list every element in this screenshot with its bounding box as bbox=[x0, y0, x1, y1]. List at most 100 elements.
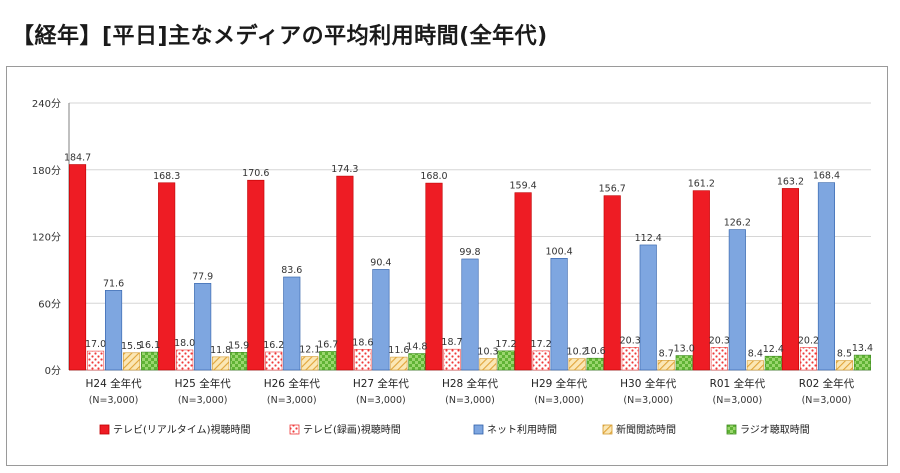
data-label: 11.6 bbox=[388, 345, 409, 356]
bar bbox=[212, 356, 230, 371]
legend: テレビ(リアルタイム)視聴時間 テレビ(録画)視聴時間 ネット利用時間 新聞閲読時間 ラ… bbox=[99, 423, 810, 436]
data-label: 170.6 bbox=[242, 168, 269, 179]
data-label: 112.4 bbox=[635, 233, 662, 244]
data-label: 13.0 bbox=[674, 344, 695, 355]
bar bbox=[728, 229, 746, 371]
data-label: 20.3 bbox=[620, 335, 641, 346]
data-label: 10.6 bbox=[585, 346, 606, 357]
bar bbox=[639, 244, 657, 371]
data-label: 168.3 bbox=[153, 171, 180, 182]
x-tick-label: H26 全年代 bbox=[264, 377, 321, 390]
data-label: 18.7 bbox=[441, 337, 462, 348]
bar bbox=[621, 347, 639, 371]
bar bbox=[265, 351, 283, 371]
legend-label: 新聞閲読時間 bbox=[616, 423, 676, 436]
data-label: 8.4 bbox=[748, 349, 763, 360]
data-label: 100.4 bbox=[546, 246, 573, 257]
legend-label: テレビ(リアルタイム)視聴時間 bbox=[113, 423, 251, 436]
data-label: 71.6 bbox=[103, 278, 124, 289]
legend-swatch bbox=[602, 424, 613, 435]
x-tick-sublabel: (N=3,000) bbox=[802, 395, 852, 406]
x-tick-sublabel: (N=3,000) bbox=[445, 395, 495, 406]
bar bbox=[710, 347, 728, 371]
legend-swatch bbox=[99, 424, 110, 435]
data-label: 18.0 bbox=[174, 338, 195, 349]
data-label: 161.2 bbox=[688, 179, 715, 190]
bar bbox=[781, 188, 799, 371]
data-label: 20.2 bbox=[798, 336, 819, 347]
x-axis: H24 全年代 (N=3,000) H25 全年代 (N=3,000) H26 全年代 (… bbox=[86, 377, 855, 406]
data-label: 99.8 bbox=[459, 247, 480, 258]
legend-swatch bbox=[726, 424, 737, 435]
bar bbox=[372, 269, 390, 371]
data-label: 168.4 bbox=[813, 171, 840, 182]
y-tick-label: 0分 bbox=[45, 365, 61, 377]
data-label: 18.6 bbox=[352, 337, 373, 348]
x-tick-label: H29 全年代 bbox=[531, 377, 588, 390]
data-label: 15.9 bbox=[228, 340, 249, 351]
x-tick-label: H30 全年代 bbox=[620, 377, 677, 390]
bars bbox=[69, 164, 871, 371]
bar bbox=[514, 192, 532, 371]
data-label: 12.1 bbox=[299, 345, 320, 356]
data-label: 10.2 bbox=[567, 347, 588, 358]
x-tick-sublabel: (N=3,000) bbox=[178, 395, 228, 406]
bar bbox=[408, 353, 426, 371]
x-tick-label: R01 全年代 bbox=[710, 377, 766, 390]
chart-title: 【経年】[平日]主なメディアの平均利用時間(全年代) bbox=[12, 24, 548, 49]
data-labels: 184.717.071.615.516.1168.318.077.911.815… bbox=[64, 153, 873, 360]
data-label: 126.2 bbox=[724, 218, 751, 229]
bar bbox=[283, 276, 301, 371]
bar bbox=[550, 258, 568, 371]
bar bbox=[675, 355, 693, 371]
data-label: 17.2 bbox=[531, 339, 552, 350]
bar bbox=[301, 356, 319, 371]
bar bbox=[853, 354, 871, 371]
bar bbox=[799, 347, 817, 371]
data-label: 83.6 bbox=[281, 265, 302, 276]
data-label: 14.8 bbox=[406, 342, 427, 353]
y-tick-label: 120分 bbox=[32, 232, 61, 244]
bar bbox=[532, 350, 550, 371]
legend-label: ラジオ聴取時間 bbox=[740, 424, 810, 436]
data-label: 168.0 bbox=[420, 171, 447, 182]
x-tick-sublabel: (N=3,000) bbox=[89, 395, 139, 406]
data-label: 13.4 bbox=[852, 343, 873, 354]
bar bbox=[105, 290, 123, 371]
data-label: 16.2 bbox=[263, 340, 284, 351]
bar-chart: 0分 60分 120分 180分 240分 184.7 17.0 71.6 15.516.1 1… bbox=[32, 98, 873, 436]
bar bbox=[390, 356, 408, 371]
data-label: 17.0 bbox=[85, 339, 106, 350]
bar bbox=[87, 350, 105, 371]
y-tick-label: 180分 bbox=[32, 165, 61, 177]
legend-swatch bbox=[289, 424, 300, 435]
x-tick-label: H27 全年代 bbox=[353, 377, 410, 390]
bar bbox=[835, 360, 853, 371]
y-axis: 0分 60分 120分 180分 240分 bbox=[32, 98, 70, 377]
data-label: 15.5 bbox=[121, 341, 142, 352]
x-tick-sublabel: (N=3,000) bbox=[534, 395, 584, 406]
bar bbox=[568, 358, 586, 371]
bar bbox=[194, 283, 212, 371]
bar bbox=[603, 195, 621, 371]
x-tick-label: H24 全年代 bbox=[86, 377, 143, 390]
data-label: 17.2 bbox=[495, 339, 516, 350]
x-tick-label: H28 全年代 bbox=[442, 377, 499, 390]
y-tick-label: 60分 bbox=[38, 298, 61, 310]
data-label: 174.3 bbox=[331, 164, 358, 175]
data-label: 10.3 bbox=[477, 347, 498, 358]
x-tick-sublabel: (N=3,000) bbox=[712, 395, 762, 406]
bar bbox=[692, 190, 710, 371]
data-label: 77.9 bbox=[192, 271, 213, 282]
bar bbox=[817, 182, 835, 371]
legend-swatch bbox=[473, 424, 484, 435]
bar bbox=[123, 352, 141, 371]
bar bbox=[764, 355, 782, 371]
bar bbox=[319, 351, 337, 371]
x-tick-label: R02 全年代 bbox=[799, 377, 855, 390]
bar bbox=[230, 352, 248, 371]
x-tick-sublabel: (N=3,000) bbox=[623, 395, 673, 406]
chart-frame: 0分 60分 120分 180分 240分 184.7 17.0 71.6 15.5 16.1 1… bbox=[6, 66, 888, 466]
x-tick-label: H25 全年代 bbox=[175, 377, 232, 390]
bar bbox=[479, 358, 497, 371]
